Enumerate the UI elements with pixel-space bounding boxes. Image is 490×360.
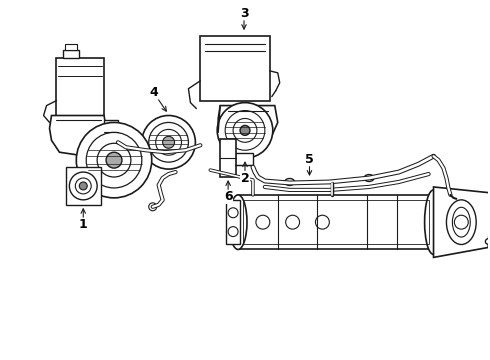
Circle shape [228,227,238,237]
Circle shape [156,129,181,155]
Bar [104,121,118,138]
Circle shape [316,215,329,229]
Ellipse shape [364,175,374,181]
Circle shape [79,182,87,190]
Text: 6: 6 [224,190,232,203]
Circle shape [97,143,131,177]
Bar [243,200,429,244]
Circle shape [233,118,257,142]
Circle shape [256,215,270,229]
Circle shape [70,172,97,200]
Circle shape [225,111,265,150]
Polygon shape [49,116,107,155]
Bar [65,44,77,50]
Circle shape [228,208,238,218]
Circle shape [240,125,250,135]
Bar [238,195,434,249]
Ellipse shape [452,207,470,237]
Bar [220,139,236,177]
Polygon shape [218,105,278,145]
Ellipse shape [285,179,294,185]
Circle shape [86,132,142,188]
Circle shape [142,116,196,169]
Circle shape [106,152,122,168]
Circle shape [106,123,116,133]
Bar [200,36,270,100]
Bar [56,58,104,116]
Ellipse shape [446,200,476,244]
Circle shape [163,136,174,148]
Bar [63,50,79,58]
Text: 3: 3 [240,7,248,20]
Ellipse shape [425,190,442,255]
Text: 5: 5 [305,153,314,166]
Ellipse shape [229,195,247,249]
Circle shape [454,196,461,203]
Circle shape [75,178,91,194]
Polygon shape [434,187,490,257]
Text: 1: 1 [79,218,88,231]
Circle shape [286,215,299,229]
Circle shape [76,122,152,198]
Circle shape [217,103,273,158]
Circle shape [149,122,189,162]
Circle shape [454,215,468,229]
Text: 4: 4 [149,86,158,99]
Text: 2: 2 [241,171,249,185]
Bar [235,153,253,165]
Bar [226,200,240,244]
Bar [66,167,101,205]
Circle shape [149,203,157,211]
